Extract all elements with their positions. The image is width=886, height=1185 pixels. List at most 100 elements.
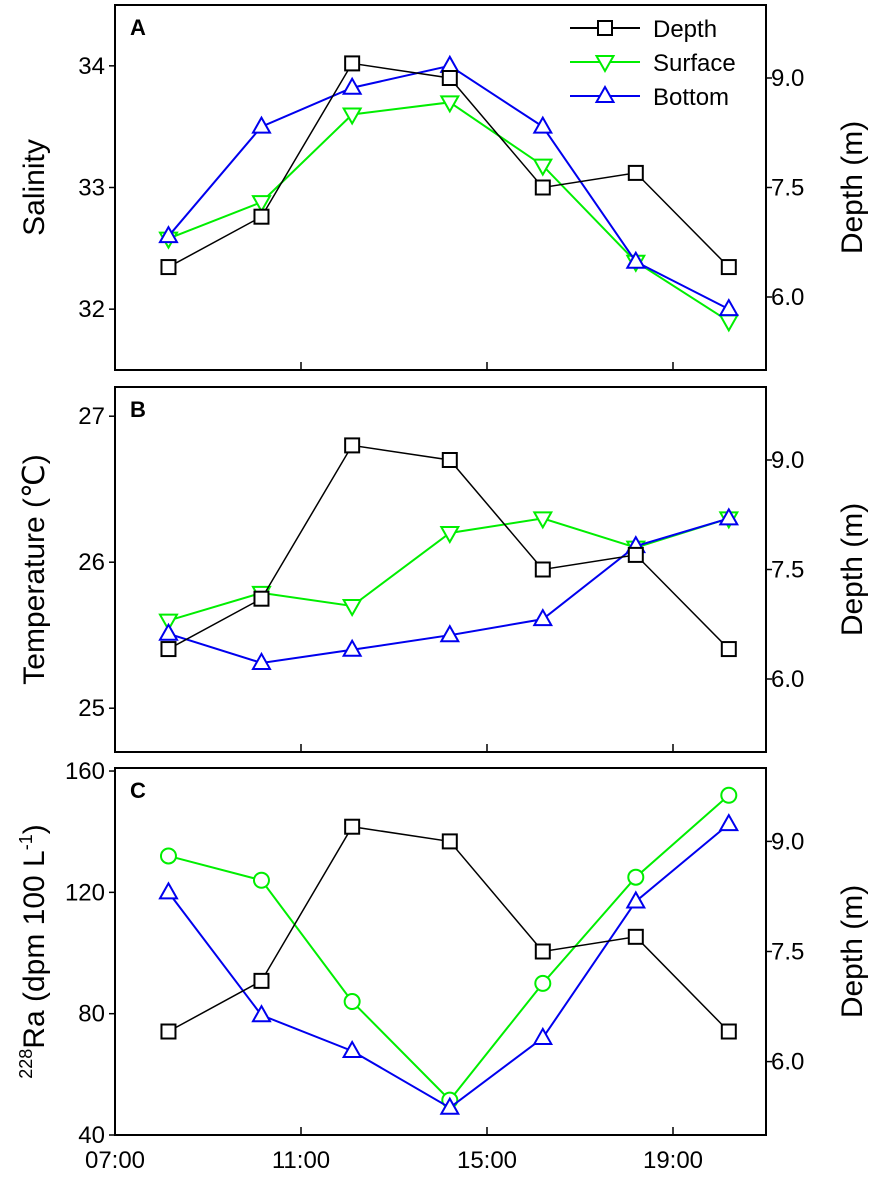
x-tick-label: 15:00 bbox=[457, 1147, 517, 1174]
data-point bbox=[341, 76, 363, 95]
data-point bbox=[627, 868, 645, 886]
y2-tick-label: 7.5 bbox=[771, 939, 804, 966]
data-point bbox=[439, 526, 461, 545]
legend-marker bbox=[594, 84, 616, 103]
data-point bbox=[627, 928, 644, 945]
y-tick-label: 120 bbox=[65, 879, 105, 906]
data-point bbox=[341, 1039, 363, 1058]
data-point bbox=[534, 943, 551, 960]
data-point bbox=[534, 561, 551, 578]
data-point bbox=[627, 546, 644, 563]
data-point bbox=[625, 250, 647, 269]
data-point bbox=[253, 208, 270, 225]
y-axis-title: Salinity bbox=[18, 139, 51, 236]
data-point bbox=[253, 590, 270, 607]
data-point bbox=[160, 259, 177, 276]
y-tick-label: 160 bbox=[65, 758, 105, 785]
panel-label: C bbox=[130, 778, 146, 803]
data-point bbox=[341, 599, 363, 618]
data-point bbox=[441, 70, 458, 86]
y2-tick-label: 6.0 bbox=[771, 284, 804, 311]
panel-label: B bbox=[130, 397, 146, 422]
data-point bbox=[532, 115, 554, 134]
y-axis-title-sup: 228 bbox=[16, 1049, 36, 1079]
legend-marker bbox=[594, 55, 616, 74]
data-point bbox=[534, 179, 551, 196]
data-point bbox=[532, 158, 554, 177]
y2-tick-label: 9.0 bbox=[771, 828, 804, 855]
data-point bbox=[251, 1004, 272, 1023]
y-axis-title-main: Ra (dpm 100 L bbox=[18, 850, 51, 1048]
y2-tick-label: 6.0 bbox=[771, 666, 804, 693]
y2-tick-label: 9.0 bbox=[771, 65, 804, 92]
data-point bbox=[158, 613, 179, 632]
x-tick-label: 19:00 bbox=[643, 1147, 703, 1174]
series-depth bbox=[160, 437, 737, 658]
data-point bbox=[158, 622, 179, 641]
data-point bbox=[252, 871, 270, 889]
y-axis-title-exp: -1 bbox=[16, 834, 36, 850]
data-point bbox=[720, 641, 737, 658]
panel-b: B 25 26 27 6.0 7.5 9.0 Temperature (℃) Depth (m) bbox=[18, 386, 869, 753]
data-point bbox=[158, 225, 179, 244]
x-tick-label: 11:00 bbox=[272, 1147, 330, 1174]
y-tick-label: 26 bbox=[78, 549, 105, 576]
data-point bbox=[158, 881, 179, 900]
legend-label: Bottom bbox=[653, 84, 729, 111]
data-point bbox=[625, 890, 647, 909]
series-depth bbox=[160, 818, 737, 1040]
data-point bbox=[159, 847, 177, 865]
data-point bbox=[341, 638, 363, 657]
data-point bbox=[253, 972, 270, 989]
data-point bbox=[720, 259, 737, 276]
y2-tick-label: 6.0 bbox=[771, 1049, 804, 1076]
data-point bbox=[532, 1026, 554, 1045]
y-tick-label: 33 bbox=[78, 175, 105, 202]
series-line bbox=[168, 444, 730, 650]
panel-c: C 07:00 11:00 15:00 19:00 40 80 120 160 6.0 7.5 9.0… bbox=[16, 758, 869, 1174]
x-tick-label: 07:00 bbox=[85, 1147, 145, 1174]
series-line bbox=[168, 825, 730, 1033]
data-point bbox=[439, 95, 461, 114]
data-point bbox=[341, 107, 363, 126]
data-point bbox=[534, 974, 552, 992]
data-point bbox=[720, 786, 738, 804]
y-axis-title: Temperature (℃) bbox=[18, 454, 51, 684]
data-point bbox=[718, 314, 740, 333]
data-point bbox=[160, 1023, 177, 1040]
series-bottom bbox=[158, 813, 740, 1115]
data-point bbox=[251, 651, 272, 670]
y-tick-label: 27 bbox=[78, 403, 105, 430]
series-bottom bbox=[158, 54, 740, 317]
legend-label: Depth bbox=[653, 16, 717, 43]
series-surface bbox=[158, 95, 740, 333]
data-point bbox=[160, 641, 177, 658]
panel-a: A 32 33 34 6.0 7.5 9.0 Salinity Depth (m) Depth Su… bbox=[18, 4, 869, 371]
y2-tick-label: 7.5 bbox=[771, 557, 804, 584]
y2-axis-title: Depth (m) bbox=[836, 885, 869, 1018]
y-axis-title-close: ) bbox=[18, 824, 51, 834]
data-point bbox=[251, 195, 272, 214]
y2-tick-label: 9.0 bbox=[771, 447, 804, 474]
plot-frame bbox=[114, 386, 767, 753]
y-tick-label: 32 bbox=[78, 296, 105, 323]
legend: Depth Surface Bottom bbox=[570, 16, 736, 111]
y-tick-label: 34 bbox=[78, 53, 105, 80]
data-point bbox=[343, 993, 361, 1011]
data-point bbox=[439, 1096, 461, 1115]
y2-axis-title: Depth (m) bbox=[836, 121, 869, 254]
data-point bbox=[718, 813, 740, 832]
data-point bbox=[439, 624, 461, 643]
panel-label: A bbox=[130, 15, 146, 40]
y2-tick-label: 7.5 bbox=[771, 175, 804, 202]
data-point bbox=[627, 164, 644, 181]
data-point bbox=[251, 115, 272, 134]
data-point bbox=[718, 298, 740, 317]
series-line bbox=[167, 823, 730, 1109]
data-point bbox=[532, 608, 554, 627]
data-point bbox=[532, 511, 554, 530]
series-depth bbox=[160, 55, 737, 276]
data-point bbox=[344, 437, 361, 454]
y2-axis-title: Depth (m) bbox=[836, 503, 869, 636]
